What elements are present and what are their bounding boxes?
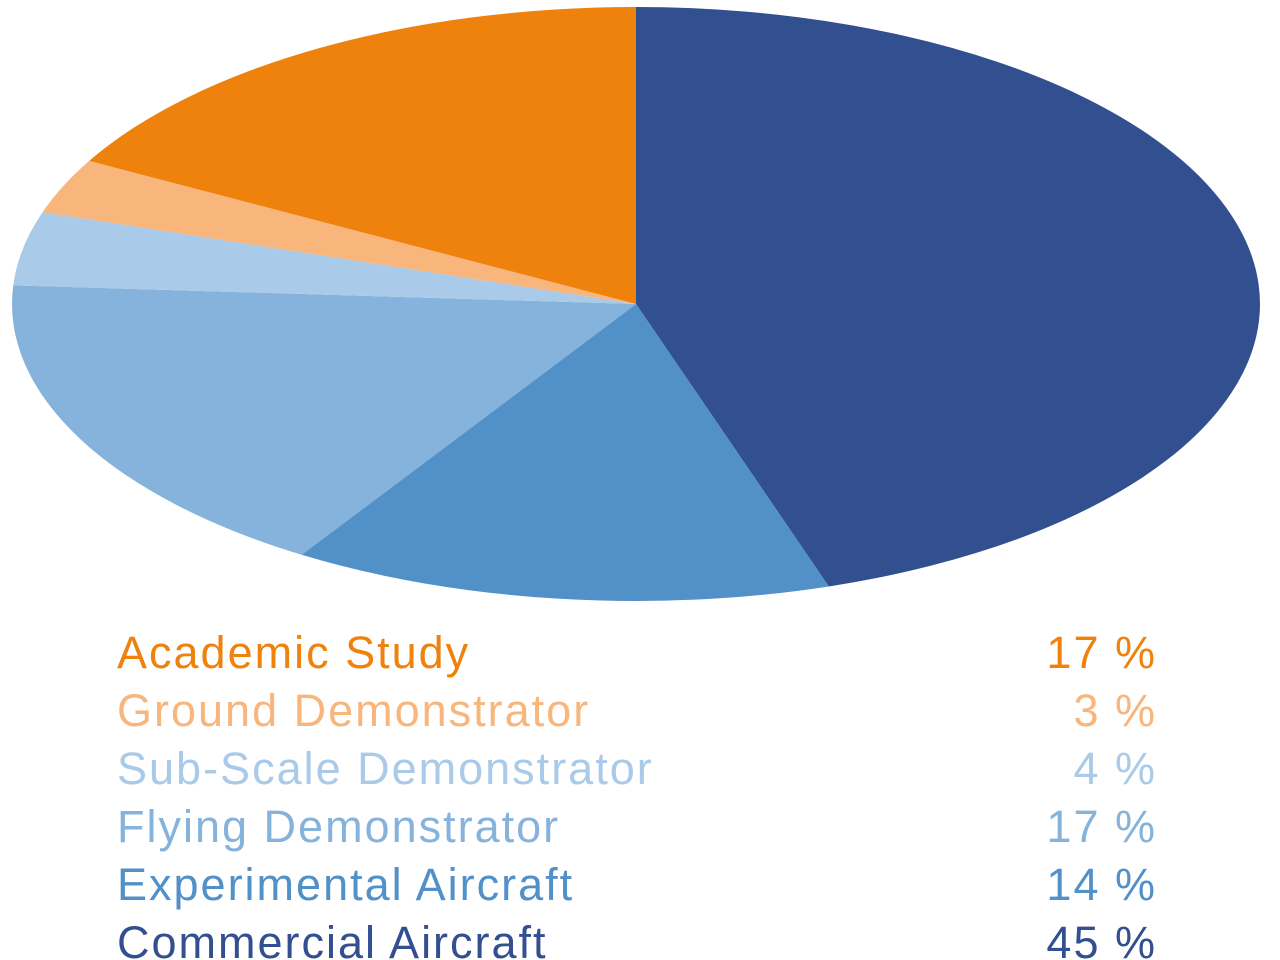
legend-value: 4 % — [1073, 743, 1157, 794]
legend-item-academic-study: Academic Study 17 % — [117, 624, 1157, 682]
pie-slice-ground-demonstrator — [42, 160, 637, 304]
legend-item-sub-scale-demonstrator: Sub-Scale Demonstrator 4 % — [117, 740, 1157, 798]
legend-value: 45 % — [1046, 917, 1157, 960]
pie-slice-commercial-aircraft — [636, 7, 1260, 587]
legend-item-flying-demonstrator: Flying Demonstrator 17 % — [117, 798, 1157, 856]
legend-label: Ground Demonstrator — [117, 685, 591, 736]
pie-slice-academic-study — [89, 7, 637, 304]
legend-value: 17 % — [1046, 627, 1157, 678]
legend-value: 14 % — [1046, 859, 1157, 910]
pie-slice-experimental-aircraft — [301, 304, 829, 601]
legend-item-commercial-aircraft: Commercial Aircraft 45 % — [117, 914, 1157, 960]
legend-label: Experimental Aircraft — [117, 859, 575, 910]
chart-legend: Academic Study 17 % Ground Demonstrator 3 %… — [117, 624, 1157, 960]
legend-item-ground-demonstrator: Ground Demonstrator 3 % — [117, 682, 1157, 740]
pie-chart — [11, 7, 1260, 601]
legend-label: Academic Study — [117, 627, 471, 678]
pie-slice-sub-scale-demonstrator — [13, 212, 637, 304]
legend-item-experimental-aircraft: Experimental Aircraft 14 % — [117, 856, 1157, 914]
pie-slice-flying-demonstrator — [11, 285, 637, 555]
legend-value: 17 % — [1046, 801, 1157, 852]
legend-label: Sub-Scale Demonstrator — [117, 743, 654, 794]
legend-label: Commercial Aircraft — [117, 917, 548, 960]
legend-value: 3 % — [1073, 685, 1157, 736]
legend-label: Flying Demonstrator — [117, 801, 561, 852]
